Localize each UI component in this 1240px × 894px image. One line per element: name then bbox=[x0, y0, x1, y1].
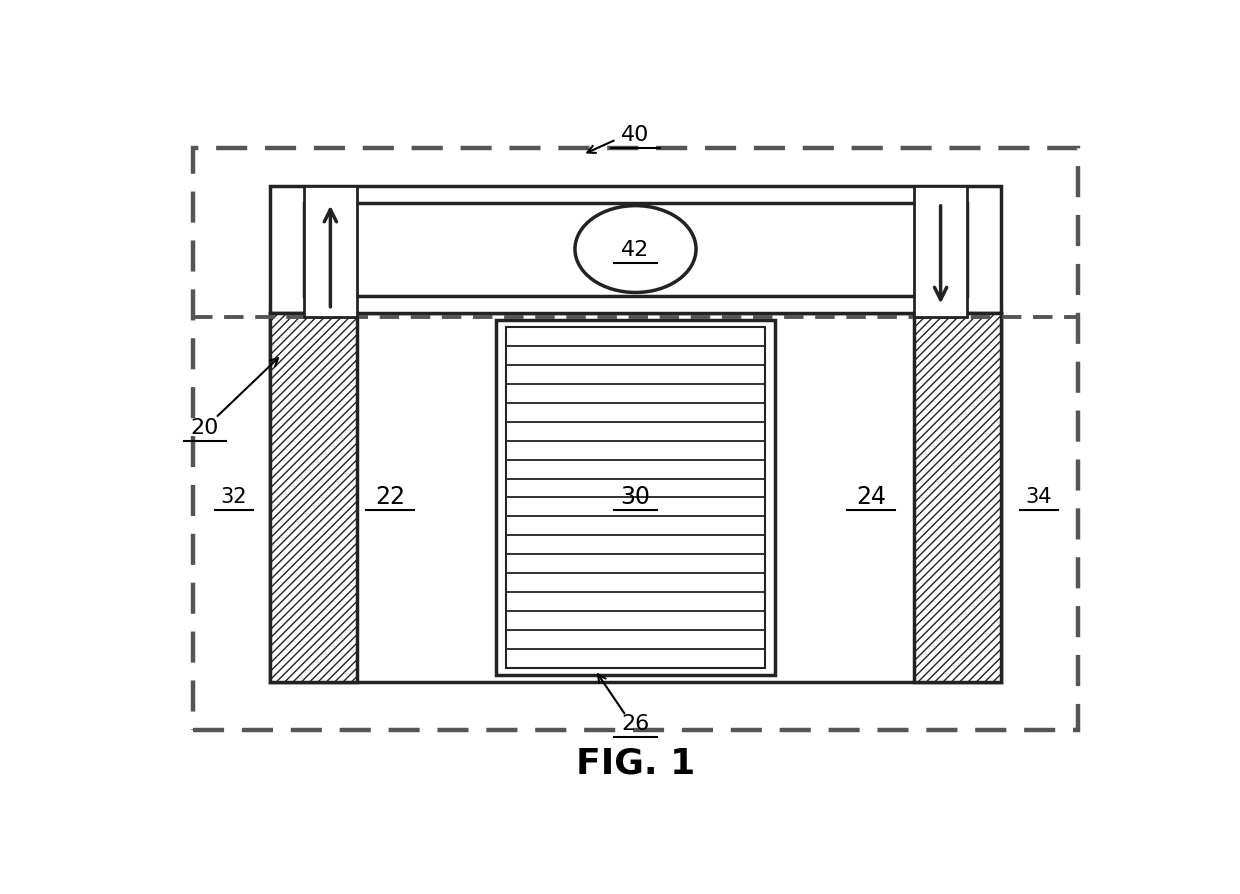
Text: 34: 34 bbox=[1025, 486, 1053, 506]
Text: 20: 20 bbox=[191, 417, 219, 437]
Bar bbox=[270, 187, 1001, 314]
Text: FIG. 1: FIG. 1 bbox=[575, 746, 696, 780]
Bar bbox=[304, 204, 967, 297]
Text: 30: 30 bbox=[620, 485, 651, 508]
Text: 40: 40 bbox=[621, 125, 650, 145]
Bar bbox=[496, 321, 775, 675]
Bar bbox=[304, 187, 357, 317]
Bar bbox=[506, 327, 765, 669]
Bar bbox=[193, 148, 1078, 730]
Text: 42: 42 bbox=[621, 240, 650, 260]
Circle shape bbox=[575, 207, 696, 293]
Text: 24: 24 bbox=[856, 485, 885, 508]
Text: 26: 26 bbox=[621, 713, 650, 733]
Text: 32: 32 bbox=[221, 486, 247, 506]
Text: 22: 22 bbox=[376, 485, 405, 508]
Bar bbox=[914, 187, 967, 317]
Bar bbox=[270, 314, 1001, 682]
Bar bbox=[270, 314, 357, 682]
Bar bbox=[914, 314, 1001, 682]
